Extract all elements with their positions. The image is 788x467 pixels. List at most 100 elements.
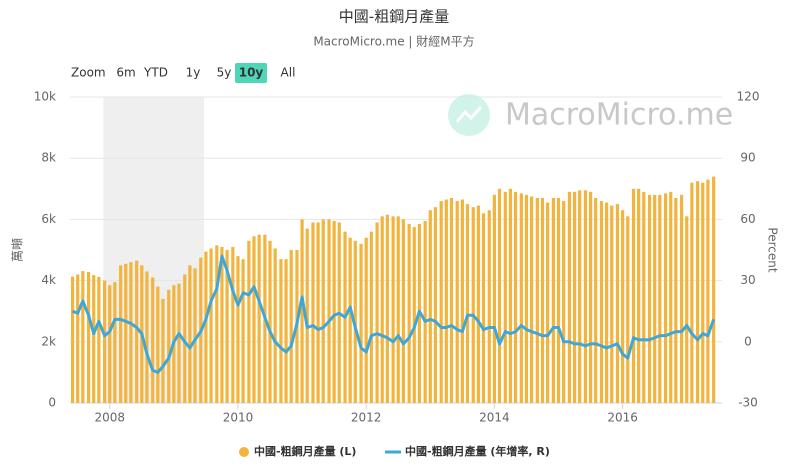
bar [215,245,219,403]
bar [642,191,646,403]
bar [113,282,117,403]
bar [257,234,261,403]
range-button-label[interactable]: 6m [116,66,135,80]
bar [247,240,251,403]
bar [129,262,133,403]
bar [300,219,304,403]
bar [103,280,107,403]
y-axis-title: 萬噸 [11,238,25,262]
y2-axis-title: Percent [766,227,780,272]
bar [348,237,352,403]
bar [225,250,229,403]
bar [375,222,379,403]
range-button-label[interactable]: 1y [186,66,201,80]
bar [497,188,502,403]
legend-marker [239,447,249,457]
bar [316,222,320,403]
range-button-label[interactable]: YTD [143,66,168,80]
bar [487,210,491,403]
bar [503,191,507,403]
bar [241,259,245,403]
range-button[interactable] [235,63,267,83]
bar [193,268,197,403]
watermark-icon-line [455,105,483,123]
bar [188,265,192,403]
bar [81,271,85,403]
bar [145,271,149,403]
y-tick-label: 10k [34,90,56,104]
bar [594,197,598,403]
bar [680,194,684,403]
bar [513,191,518,403]
range-button[interactable] [275,63,301,83]
line [72,254,716,374]
bar [385,214,389,403]
x-tick-label: 2008 [94,411,125,425]
y-tick-label: 2k [41,334,56,348]
legend-label[interactable]: 中國-粗鋼月產量 (年增率, R) [405,444,550,458]
bar [583,190,588,403]
bar [460,199,464,403]
bar [610,205,614,403]
bar [567,191,572,403]
bar [161,298,165,403]
bar [588,191,593,403]
y-tick-label: 8k [41,151,56,165]
y2-tick-label: 90 [740,151,755,165]
bar [658,194,662,403]
bar [551,197,555,403]
bar [364,237,368,403]
bar [524,194,529,403]
bar [108,285,112,403]
range-button[interactable] [113,63,139,83]
bar [471,207,475,403]
bar [615,204,620,403]
range-button-label[interactable]: 10y [239,66,264,80]
y2-tick-label: 30 [740,273,755,287]
bar [177,283,181,403]
bar [135,260,139,403]
range-button[interactable] [180,63,206,83]
bar [305,228,309,403]
bar [156,286,160,403]
watermark: MacroMicro.me [448,94,733,136]
bar [669,191,673,403]
bar [321,219,325,403]
range-button-label[interactable]: 5y [217,66,232,80]
bar [92,275,96,403]
bar [209,248,213,403]
bar [685,216,689,403]
x-tick-label: 2016 [607,411,638,425]
y2-tick-label: 0 [744,334,752,348]
legend-label[interactable]: 中國-粗鋼月產量 (L) [254,444,356,458]
bar [578,190,582,403]
range-button[interactable] [143,63,169,83]
bar [637,188,641,403]
bar [252,236,256,403]
bar [455,201,459,403]
bar [204,251,208,403]
range-button[interactable] [211,63,237,83]
bar [97,276,101,403]
bar [268,240,272,403]
range-selector-label: Zoom [71,66,106,80]
bar [439,201,443,403]
bar [540,197,545,403]
y-tick-label: 4k [41,273,56,287]
bar [529,196,534,403]
bar [183,274,187,403]
bar [631,188,636,403]
bar [556,197,561,403]
bar [562,201,566,403]
bar [433,207,438,403]
bar [647,194,652,403]
y2-tick-label: -30 [738,396,758,410]
bar [380,216,384,403]
chart-subtitle: MacroMicro.me | 財經M平方 [313,34,474,49]
y2-tick-label: 120 [737,90,760,104]
range-button-label[interactable]: All [281,66,296,80]
y2-tick-label: 60 [740,212,755,226]
bar [519,193,523,403]
y-tick-label: 6k [41,212,56,226]
